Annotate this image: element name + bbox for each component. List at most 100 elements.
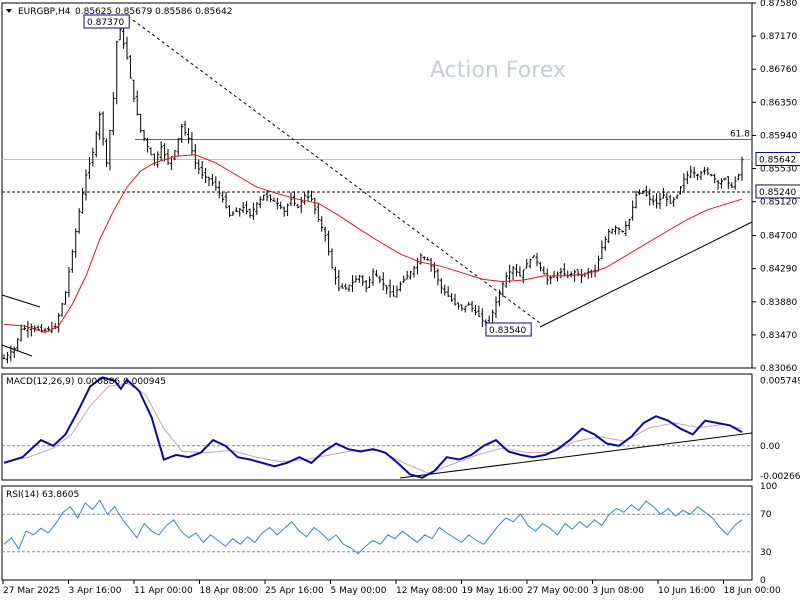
ohlc-bar — [234, 207, 238, 212]
ohlc-bar — [146, 137, 149, 153]
ohlc-bar — [675, 194, 679, 199]
ohlc-readout: 0.85625 0.85679 0.85586 0.85642 — [75, 7, 232, 17]
ohlc-bar — [19, 324, 23, 342]
ohlc-bar — [733, 176, 737, 190]
symbol-title: EURGBP,H4 — [18, 7, 71, 17]
ohlc-bar — [330, 248, 334, 269]
ohlc-bar — [33, 325, 37, 333]
ohlc-bar — [245, 200, 249, 215]
swing-low-label-box — [485, 322, 532, 337]
price-tick-label: 0.83470 — [760, 331, 797, 341]
rsi-pane — [1, 485, 753, 581]
ohlc-bar — [125, 36, 129, 60]
ohlc-bar — [497, 289, 501, 307]
date-tick-label: 25 Apr 16:00 — [265, 586, 324, 596]
ohlc-bar — [532, 255, 536, 258]
ohlc-bar — [538, 261, 542, 272]
ohlc-bar — [467, 301, 471, 306]
channel-line-upper — [1, 294, 41, 308]
date-tick-label: 10 Jun 16:00 — [658, 586, 715, 596]
ohlc-bar — [562, 263, 566, 276]
ohlc-bar — [614, 225, 618, 235]
ohlc-bar — [480, 308, 484, 328]
ohlc-bar — [679, 186, 682, 195]
ohlc-bar — [142, 130, 146, 142]
ohlc-bar — [204, 168, 208, 184]
ohlc-bar — [193, 143, 197, 170]
ohlc-bar — [463, 305, 467, 313]
ohlc-bar — [139, 113, 143, 133]
price-tick-label: 0.84290 — [760, 265, 797, 275]
support-price-label: 0.85240 — [759, 188, 796, 198]
ohlc-bar — [87, 156, 91, 179]
ohlc-bar — [422, 256, 426, 261]
ohlc-bar — [43, 327, 47, 332]
ohlc-bar — [176, 138, 180, 157]
ohlc-bar — [726, 176, 730, 190]
ohlc-bar — [122, 26, 126, 49]
rsi-tick-label: 70 — [760, 510, 772, 520]
ohlc-bar — [668, 194, 672, 204]
ohlc-bar — [620, 230, 624, 233]
ohlc-bar — [296, 203, 300, 209]
ohlc-bar — [385, 285, 389, 295]
macd-title: MACD(12,26,9) 0.000886 0.000945 — [6, 377, 166, 387]
ohlc-bar — [644, 185, 648, 197]
ohlc-bar — [617, 227, 621, 235]
ohlc-bar — [453, 293, 457, 306]
ohlc-bar — [197, 159, 201, 175]
ohlc-bar — [515, 263, 518, 277]
macd-trendline — [399, 432, 753, 479]
ohlc-bar — [156, 151, 160, 168]
ohlc-bar — [521, 269, 525, 284]
ohlc-bar — [149, 147, 153, 156]
swing-high-label: 0.87370 — [87, 18, 124, 28]
ohlc-bar — [395, 285, 399, 298]
ohlc-bar — [730, 182, 734, 188]
ohlc-bar — [190, 132, 194, 156]
ohlc-bar — [685, 171, 689, 185]
ohlc-bar — [627, 218, 631, 230]
ohlc-bar — [709, 173, 713, 177]
moving-average-line — [3, 154, 743, 334]
date-tick-label: 27 Mar 2025 — [3, 586, 60, 596]
price-tick-label: 0.84700 — [760, 232, 797, 242]
ohlc-bar — [374, 269, 378, 277]
ohlc-bar — [409, 271, 413, 280]
ohlc-bar — [344, 283, 348, 290]
ohlc-bar — [634, 190, 638, 209]
ohlc-bar — [556, 271, 559, 282]
ohlc-bar — [439, 278, 443, 294]
ohlc-bar — [511, 266, 515, 281]
uptrend-line — [539, 221, 753, 328]
watermark-text: Action Forex — [430, 58, 566, 83]
ohlc-bar — [518, 266, 522, 277]
ohlc-bar — [241, 201, 245, 213]
ohlc-bar — [64, 291, 67, 305]
dropdown-icon[interactable] — [6, 9, 12, 13]
ohlc-bar — [692, 166, 696, 178]
current-price-label-box — [755, 151, 800, 166]
ohlc-bar — [412, 266, 416, 278]
date-tick-label: 12 May 08:00 — [396, 586, 458, 596]
ohlc-bar — [29, 323, 33, 337]
date-tick-label: 11 Apr 00:00 — [134, 586, 193, 596]
ohlc-bar — [590, 269, 594, 278]
ohlc-bar — [173, 150, 177, 161]
macd-tick-label: 0.005749 — [760, 376, 800, 386]
ohlc-bar — [26, 320, 30, 338]
price-pane — [1, 2, 753, 369]
ohlc-bar — [597, 255, 600, 272]
ohlc-bar — [303, 192, 307, 205]
ohlc-bar — [603, 236, 607, 251]
ohlc-bar — [258, 196, 262, 209]
macd-main-line — [3, 376, 743, 479]
ohlc-bar — [200, 160, 204, 179]
ohlc-bar — [600, 240, 604, 260]
ohlc-bar — [624, 221, 628, 236]
ohlc-bar — [166, 149, 170, 165]
ohlc-bar — [70, 249, 74, 273]
ohlc-bar — [525, 259, 529, 269]
ohlc-bar — [648, 188, 652, 206]
